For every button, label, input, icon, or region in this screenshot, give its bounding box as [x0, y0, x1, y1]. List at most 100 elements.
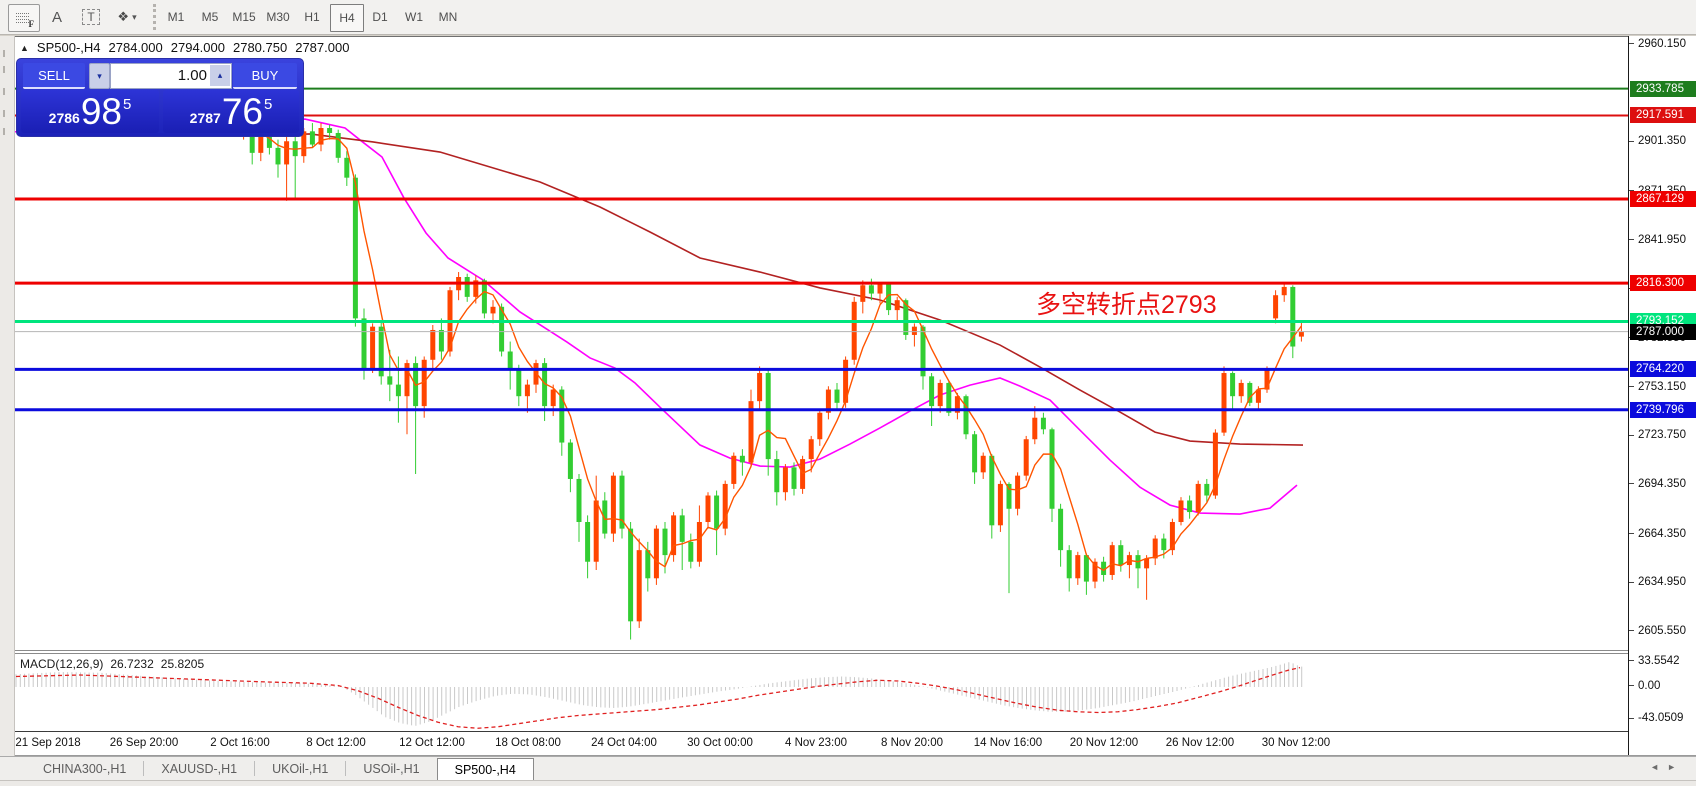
time-axis-label: 26 Nov 12:00 — [1165, 737, 1235, 749]
chevron-down-icon: ▾ — [132, 11, 137, 22]
lot-size-input[interactable]: 1.00 ▴ — [110, 63, 232, 89]
price-tick-label: 2605.550 — [1629, 625, 1696, 637]
chart-tab-bar: CHINA300-,H1 XAUUSD-,H1 UKOil-,H1 USOil-,H1… — [0, 756, 1696, 780]
buy-price-sup: 5 — [263, 96, 273, 113]
scroll-right-icon[interactable]: ► — [1667, 762, 1684, 772]
open-value: 2784.000 — [108, 40, 163, 55]
textbox-tool-button[interactable]: T — [78, 4, 104, 30]
time-axis-label: 18 Oct 08:00 — [495, 737, 561, 749]
timeframe-button[interactable]: M15 — [232, 10, 256, 24]
tab-divider — [143, 761, 145, 776]
high-value: 2794.000 — [170, 40, 225, 55]
macd-axis-label: 33.5542 — [1629, 655, 1696, 667]
price-tick-label: 2723.750 — [1629, 429, 1696, 441]
price-tick-label: 2960.150 — [1629, 38, 1696, 50]
time-axis-label: 21 Sep 2018 — [15, 737, 81, 749]
time-axis-label: 4 Nov 23:00 — [784, 737, 848, 749]
lot-decrease-button[interactable]: ▾ — [89, 63, 110, 89]
macd-name: MACD(12,26,9) — [20, 657, 104, 671]
grid-f-tool-button[interactable]: F — [8, 4, 40, 32]
letter-a-icon: A — [51, 8, 62, 26]
chevron-down-icon: ▾ — [97, 70, 102, 81]
sell-price-button[interactable]: 2786 98 5 — [21, 90, 159, 133]
price-level-badge: 2816.300 — [1630, 275, 1696, 292]
tab-scroll-arrows[interactable]: ◄► — [1650, 762, 1684, 772]
time-axis-label: 8 Oct 12:00 — [306, 737, 366, 749]
timeframe-button[interactable]: W1 — [405, 10, 423, 24]
price-level-badge: 2917.591 — [1630, 107, 1696, 124]
symbol-label: SP500-,H4 — [36, 40, 101, 55]
chart-tab-ukoil-h1[interactable]: UKOil-,H1 — [272, 761, 329, 776]
price-level-badge: 2739.796 — [1630, 401, 1696, 418]
timeframe-button[interactable]: M1 — [167, 10, 185, 24]
sell-price-big: 98 — [80, 91, 122, 132]
price-tick-label: 2753.150 — [1629, 381, 1696, 393]
shapes-tool-button[interactable]: ❖ ▾ — [110, 4, 144, 30]
time-axis[interactable]: 21 Sep 2018 26 Sep 20:00 2 Oct 16:00 8 Oct … — [14, 732, 1628, 755]
timeframe-button[interactable]: MN — [438, 10, 458, 24]
tab-divider — [254, 761, 256, 776]
price-axis[interactable]: 2960.1502901.3502871.3502841.9502812.550… — [1628, 36, 1696, 755]
sell-button[interactable]: SELL — [23, 63, 85, 89]
chart-tab-sp500-h4[interactable]: SP500-,H4 — [436, 758, 534, 780]
low-value: 2780.750 — [232, 40, 288, 55]
left-dock-gutter[interactable] — [0, 36, 15, 780]
macd-indicator-label: MACD(12,26,9) 26.7232 25.8205 — [20, 657, 204, 671]
panel-collapse-icon[interactable]: ▲ — [20, 42, 29, 53]
one-click-trade-panel: SELL ▾ 1.00 ▴ BUY 2786 98 5 2787 76 5 — [16, 58, 304, 137]
time-axis-label: 30 Oct 00:00 — [687, 737, 753, 749]
price-level-badge: 2933.785 — [1630, 80, 1696, 97]
macd-axis-label: -43.0509 — [1629, 712, 1696, 724]
time-axis-label: 24 Oct 04:00 — [591, 737, 657, 749]
time-axis-label: 14 Nov 16:00 — [973, 737, 1043, 749]
tab-divider — [345, 761, 347, 776]
grid-icon: F — [16, 11, 34, 29]
lot-increase-button[interactable]: ▴ — [210, 65, 230, 86]
price-tick-label: 2694.350 — [1629, 478, 1696, 490]
macd-axis-label: 0.00 — [1629, 680, 1696, 692]
chart-tab-china300-h1[interactable]: CHINA300-,H1 — [43, 761, 127, 776]
price-tick-label: 2901.350 — [1629, 135, 1696, 147]
buy-button[interactable]: BUY — [233, 63, 297, 89]
timeframe-button[interactable]: M5 — [201, 10, 219, 24]
macd-signal-value: 25.8205 — [160, 657, 205, 671]
chart-tab-usoil-h1[interactable]: USOil-,H1 — [363, 761, 420, 776]
toolbar: F A T ❖ ▾ M1 M5 M15 M30 H1 H4 D1 W1 MN — [0, 0, 1696, 35]
time-axis-label: 12 Oct 12:00 — [399, 737, 465, 749]
buy-price-big: 76 — [221, 91, 263, 132]
buy-price-button[interactable]: 2787 76 5 — [163, 90, 299, 133]
toolbar-separator — [153, 4, 156, 30]
time-axis-label: 2 Oct 16:00 — [210, 737, 270, 749]
timeframe-button[interactable]: H4 — [330, 4, 364, 32]
chart-text-annotation: 多空转折点2793 — [1036, 291, 1217, 319]
boxed-t-icon: T — [82, 9, 100, 25]
chevron-up-icon: ▴ — [217, 70, 223, 80]
macd-value: 26.7232 — [110, 657, 154, 671]
time-axis-label: 8 Nov 20:00 — [880, 737, 944, 749]
price-tick-label: 2841.950 — [1629, 234, 1696, 246]
shapes-icon: ❖ — [117, 9, 130, 24]
label-tool-button[interactable]: A — [46, 4, 68, 30]
price-level-badge: 2867.129 — [1630, 190, 1696, 207]
chart-tab-xauusd-h1[interactable]: XAUUSD-,H1 — [161, 761, 238, 776]
sell-price-sup: 5 — [122, 96, 132, 113]
time-axis-label: 26 Sep 20:00 — [109, 737, 179, 749]
current-price-badge: 2787.000 — [1630, 323, 1696, 340]
price-tick-label: 2664.350 — [1629, 528, 1696, 540]
status-strip — [0, 780, 1696, 786]
sell-price-prefix: 2786 — [48, 110, 80, 126]
timeframe-button[interactable]: H1 — [304, 10, 320, 24]
close-value: 2787.000 — [295, 40, 350, 55]
chart-symbol-header: ▲ SP500-,H4 2784.000 2794.000 2780.750 2… — [20, 40, 349, 55]
time-axis-label: 30 Nov 12:00 — [1261, 737, 1331, 749]
buy-price-prefix: 2787 — [189, 110, 221, 126]
timeframe-button[interactable]: D1 — [372, 10, 388, 24]
price-tick-label: 2634.950 — [1629, 576, 1696, 588]
scroll-left-icon[interactable]: ◄ — [1650, 762, 1668, 772]
time-axis-label: 20 Nov 12:00 — [1069, 737, 1139, 749]
timeframe-button[interactable]: M30 — [266, 10, 290, 24]
lot-size-value: 1.00 — [177, 67, 207, 84]
price-level-badge: 2764.220 — [1630, 361, 1696, 378]
